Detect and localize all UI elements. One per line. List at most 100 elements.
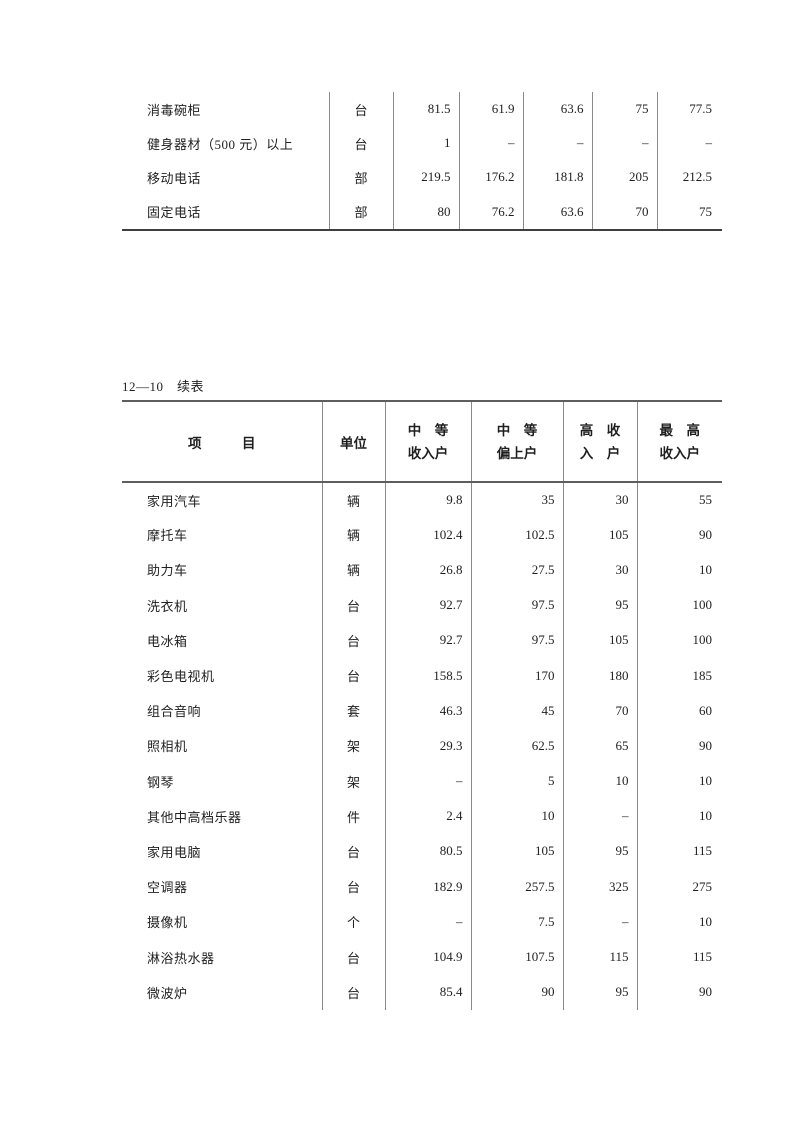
cell-unit: 台 <box>322 939 386 975</box>
table-row: 空调器台 182.9 257.5 325 275 <box>122 869 722 905</box>
cell-unit: 架 <box>322 763 386 799</box>
cell-unit: 台 <box>322 657 386 694</box>
table-row: 微波炉台 85.4 90 95 90 <box>122 974 722 1010</box>
cell-value: 105 <box>471 833 564 870</box>
cell-value: 90 <box>699 737 712 753</box>
cell-value: 10 <box>699 808 712 824</box>
cell-value: – <box>563 904 638 940</box>
cell-value: – <box>563 798 638 834</box>
cell-value: 63.6 <box>523 194 593 230</box>
cell-unit: 辆 <box>322 517 386 553</box>
header-highest-income: 最 高 收入户 <box>637 401 722 483</box>
table-row: 移动电话部 219.5 176.2 181.8 205 212.5 <box>122 160 722 195</box>
header-line: 收入户 <box>659 445 701 461</box>
cell-value: – <box>592 126 658 161</box>
cell-value: 182.9 <box>385 869 472 905</box>
cell-value: 10 <box>699 913 712 929</box>
header-unit: 单位 <box>322 401 386 483</box>
table-row: 固定电话部 80 76.2 63.6 70 75 <box>122 194 722 230</box>
header-row: 项 目 单位 中 等 收入户 中 等 偏上户 高 收 入 户 <box>122 401 722 483</box>
header-line: 偏上户 <box>496 445 538 461</box>
cell-item: 助力车 <box>122 552 323 588</box>
cell-value: 35 <box>471 482 564 518</box>
cell-value: 90 <box>471 974 564 1010</box>
cell-item: 电冰箱 <box>122 622 323 658</box>
table-row: 助力车辆 26.8 27.5 30 10 <box>122 552 722 588</box>
cell-item: 健身器材（500 元）以上 <box>122 126 330 161</box>
header-line: 高 收 <box>579 422 621 438</box>
cell-value: 105 <box>563 622 638 658</box>
header-middle-income: 中 等 收入户 <box>385 401 472 483</box>
cell-unit: 件 <box>322 798 386 834</box>
previous-table-continuation: 消毒碗柜台 81.5 61.9 63.6 75 77.5 健身器材（500 元）以上台 1– –… <box>122 92 722 231</box>
table-row: 家用电脑台 80.5 105 95 115 <box>122 833 722 870</box>
cell-item: 摩托车 <box>122 517 323 553</box>
previous-table-body: 消毒碗柜台 81.5 61.9 63.6 75 77.5 健身器材（500 元）以上台 1– –… <box>122 92 722 230</box>
cell-value: 45 <box>471 693 564 729</box>
cell-value: 100 <box>692 597 713 613</box>
cell-value: 55 <box>699 492 712 508</box>
header-line: 收入户 <box>407 445 449 461</box>
cell-value: 81.5 <box>393 92 460 127</box>
table-row: 家用汽车辆 9.8 35 30 55 <box>122 482 722 518</box>
cell-value: 10 <box>699 561 712 577</box>
table-row: 照相机架 29.3 62.5 65 90 <box>122 728 722 764</box>
cell-value: 158.5 <box>385 657 472 694</box>
cell-value: 46.3 <box>385 693 472 729</box>
header-high-income: 高 收 入 户 <box>563 401 638 483</box>
cell-value: 90 <box>699 984 712 1000</box>
cell-item: 微波炉 <box>122 974 323 1010</box>
cell-unit: 套 <box>322 693 386 729</box>
cell-value: 100 <box>692 632 713 648</box>
cell-value: 185 <box>692 667 713 683</box>
cell-value: 10 <box>471 798 564 834</box>
header-line: 入 户 <box>579 445 621 461</box>
header-unit-label: 单位 <box>340 435 367 451</box>
cell-value: 104.9 <box>385 939 472 975</box>
cell-value: 95 <box>563 833 638 870</box>
cell-value: 70 <box>563 693 638 729</box>
cell-unit: 部 <box>329 194 394 230</box>
cell-unit: 台 <box>322 622 386 658</box>
table-row: 消毒碗柜台 81.5 61.9 63.6 75 77.5 <box>122 92 722 127</box>
cell-value: 181.8 <box>523 160 593 195</box>
cell-value: 92.7 <box>385 622 472 658</box>
cell-item: 移动电话 <box>122 160 330 195</box>
cell-value: – <box>523 126 593 161</box>
cell-unit: 辆 <box>322 482 386 518</box>
cell-value: 97.5 <box>471 622 564 658</box>
cell-item: 组合音响 <box>122 693 323 729</box>
cell-value: 75 <box>592 92 658 127</box>
cell-unit: 台 <box>329 92 394 127</box>
cell-item: 家用电脑 <box>122 833 323 870</box>
cell-value: 180 <box>563 657 638 694</box>
cell-value: 10 <box>699 773 712 789</box>
cell-unit: 台 <box>322 869 386 905</box>
header-line: 最 高 <box>659 422 701 438</box>
table-row: 组合音响套 46.3 45 70 60 <box>122 693 722 729</box>
cell-value: 90 <box>699 526 712 542</box>
continued-table: 项 目 单位 中 等 收入户 中 等 偏上户 高 收 入 户 <box>122 400 722 1010</box>
table-row: 摩托车辆 102.4 102.5 105 90 <box>122 517 722 553</box>
cell-value: 115 <box>563 939 638 975</box>
cell-value: 70 <box>592 194 658 230</box>
cell-value: 92.7 <box>385 587 472 623</box>
cell-item: 其他中高档乐器 <box>122 798 323 834</box>
cell-value: 95 <box>563 587 638 623</box>
cell-value: 105 <box>563 517 638 553</box>
cell-value: 63.6 <box>523 92 593 127</box>
cell-value: 77.5 <box>689 101 712 117</box>
cell-item: 摄像机 <box>122 904 323 940</box>
cell-item: 洗衣机 <box>122 587 323 623</box>
cell-value: 61.9 <box>459 92 524 127</box>
cell-item: 彩色电视机 <box>122 657 323 694</box>
cell-value: 10 <box>563 763 638 799</box>
table-row: 钢琴架 –5 10 10 <box>122 763 722 799</box>
cell-value: 2.4 <box>385 798 472 834</box>
cell-value: 80 <box>393 194 460 230</box>
cell-unit: 台 <box>329 126 394 161</box>
cell-item: 空调器 <box>122 869 323 905</box>
cell-value: 75 <box>699 203 712 219</box>
cell-value: – <box>385 763 472 799</box>
